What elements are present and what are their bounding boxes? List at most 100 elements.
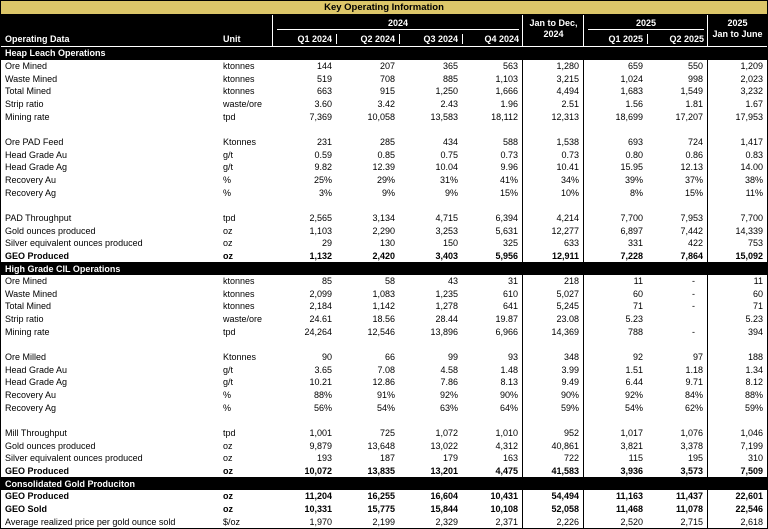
cell-jan-dec-2024: 0.73 xyxy=(523,148,584,161)
row-label: PAD Throughput xyxy=(5,212,72,223)
cell-jan-june-2025: 1.67 xyxy=(745,98,763,109)
quarter-separator xyxy=(462,34,463,44)
cell-q2-2025: 2,715 xyxy=(647,515,708,528)
row-label: Ore Mined xyxy=(5,60,48,71)
cell-q2-2024 xyxy=(336,123,399,136)
cell-q2-2025: 0.86 xyxy=(647,148,708,161)
row-label xyxy=(1,199,211,212)
column-header-band: 2024 Jan to Dec, 2024 2025 2025 Jan to J… xyxy=(1,15,767,47)
row-label xyxy=(1,414,211,427)
cell-q2-2025: 97 xyxy=(647,350,708,364)
row-unit: tpd xyxy=(223,428,236,439)
cell-jan-dec-2024: 10% xyxy=(523,186,584,199)
cell-q2-2024: 29% xyxy=(376,174,395,185)
cell-q2-2025: 7,953 xyxy=(647,211,708,225)
row-unit: g/t xyxy=(223,162,234,173)
row-unit: Ktonnes xyxy=(223,352,257,363)
cell-jan-june-2025: 11 xyxy=(753,276,763,287)
table-row: Ore PAD Feed Ktonnes 231 285 434 588 1,538 693 7… xyxy=(1,135,767,149)
cell-jan-dec-2024: 348 xyxy=(523,350,584,364)
cell-jan-june-2025: 59% xyxy=(744,402,763,413)
row-unit xyxy=(211,199,273,212)
row-unit: oz xyxy=(223,238,233,249)
cell-q3-2024: 4,715 xyxy=(435,212,458,223)
quarter-separator xyxy=(647,34,648,44)
cell-q1-2024: 88% xyxy=(313,390,332,401)
header-divider xyxy=(272,15,273,46)
cell-jan-dec-2024: 12,277 xyxy=(523,224,584,237)
section-header-row: Heap Leach Operations xyxy=(1,47,767,60)
cell-jan-june-2025 xyxy=(708,123,767,136)
section-title: High Grade CIL Operations xyxy=(5,263,121,274)
cell-q1-2025 xyxy=(584,123,647,136)
cell-q1-2025 xyxy=(584,414,647,427)
cell-q1-2025: 2,520 xyxy=(620,516,643,527)
table-row: Head Grade Au g/t 3.65 7.08 4.58 1.48 3.99 1.51… xyxy=(1,363,767,377)
cell-jan-dec-2024: 5,245 xyxy=(523,300,584,313)
cell-q3-2024: 3,403 xyxy=(435,250,458,261)
row-label: Mining rate xyxy=(5,326,50,337)
cell-q2-2025: 11,437 xyxy=(647,490,708,503)
cell-q1-2025: 6,897 xyxy=(620,225,643,236)
cell-q2-2024: 7.08 xyxy=(377,364,395,375)
table-row: Recovery Ag% 3% 9% 9% 15% 10% 8% 15% 11% xyxy=(1,186,767,199)
cell-q1-2024: 85 xyxy=(321,276,332,287)
cell-q1-2025 xyxy=(584,199,647,212)
cell-q2-2024: 13,835 xyxy=(367,466,395,477)
cell-q1-2024: 56% xyxy=(313,402,332,413)
blank-row xyxy=(1,198,767,212)
row-unit: g/t xyxy=(223,149,234,160)
cell-q3-2024: 13,896 xyxy=(430,326,458,337)
cell-q2-2025: 15% xyxy=(647,186,708,199)
cell-q2-2024: 2,420 xyxy=(372,250,395,261)
cell-q1-2025: 11,468 xyxy=(615,504,643,514)
cell-q1-2025: 54% xyxy=(624,402,643,413)
cell-q2-2024: 207 xyxy=(379,60,395,71)
cell-q3-2024: 150 xyxy=(442,238,458,249)
cell-q4-2024: 325 xyxy=(462,236,523,250)
section-header-row: High Grade CIL Operations xyxy=(1,262,767,275)
cell-jan-dec-2024: 2.51 xyxy=(523,97,584,111)
cell-q4-2024 xyxy=(462,338,523,351)
cell-q4-2024: 1,103 xyxy=(462,72,523,85)
table-row: PAD Throughput tpd 2,565 3,134 4,715 6,394 4,2… xyxy=(1,211,767,225)
cell-q1-2025: 1,017 xyxy=(620,428,643,439)
table-row: GEO Produced oz 11,204 16,255 16,604 10,431 54… xyxy=(1,490,767,503)
cell-jan-june-2025: 7,509 xyxy=(740,466,763,477)
row-label: Ore Mined xyxy=(5,276,48,287)
cell-q3-2024: 3,253 xyxy=(435,225,458,236)
cell-jan-dec-2024: 633 xyxy=(523,236,584,250)
cell-q4-2024: 10,431 xyxy=(462,490,523,503)
cell-q1-2024: 7,369 xyxy=(309,111,332,122)
table-title-banner: Key Operating Information xyxy=(1,1,767,15)
row-unit: oz xyxy=(223,491,233,502)
cell-q2-2025: 9.71 xyxy=(647,376,708,389)
cell-q1-2024: 1,970 xyxy=(309,516,332,527)
q2-2024-header: Q2 2024 xyxy=(360,34,395,44)
cell-q2-2025: 12.13 xyxy=(647,160,708,174)
row-label: Waste Mined xyxy=(5,73,58,84)
q3-2024-header: Q3 2024 xyxy=(423,34,458,44)
row-label: Waste Mined xyxy=(5,288,58,299)
table-row: GEO Sold oz 10,331 15,775 15,844 10,108 52,058… xyxy=(1,502,767,516)
cell-jan-dec-2024: 3,215 xyxy=(523,72,584,85)
cell-q1-2024: 231 xyxy=(316,136,332,147)
cell-q4-2024: 6,966 xyxy=(462,325,523,339)
cell-jan-dec-2024: 23.08 xyxy=(523,312,584,326)
cell-q2-2024: 0.85 xyxy=(377,149,395,160)
cell-q3-2024: 13,201 xyxy=(430,466,458,477)
cell-q1-2024: 2,565 xyxy=(309,212,332,223)
cell-q1-2025: 92 xyxy=(632,352,643,363)
row-label: Head Grade Au xyxy=(5,364,68,375)
cell-jan-june-2025: 14.00 xyxy=(740,162,763,173)
cell-q2-2025: 1,076 xyxy=(647,426,708,440)
row-unit: % xyxy=(223,390,232,401)
cell-q2-2025: 998 xyxy=(647,72,708,85)
row-label: Strip ratio xyxy=(5,98,44,109)
cell-jan-june-2025: 1,209 xyxy=(740,60,763,71)
cell-q3-2024: 15,844 xyxy=(430,504,458,514)
cell-q2-2024: 3.42 xyxy=(377,98,395,109)
cell-q1-2024: 10,072 xyxy=(304,466,332,477)
cell-q2-2024: 2,199 xyxy=(372,516,395,527)
cell-q3-2024: 885 xyxy=(442,73,458,84)
